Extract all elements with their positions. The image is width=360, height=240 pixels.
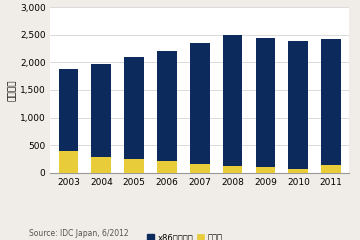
Bar — [124, 57, 144, 159]
Bar — [256, 38, 275, 167]
Bar — [59, 151, 78, 173]
Bar — [124, 159, 144, 173]
Text: Source: IDC Japan, 6/2012: Source: IDC Japan, 6/2012 — [29, 229, 129, 238]
Legend: x86サーバー, その他: x86サーバー, その他 — [144, 230, 226, 240]
Bar — [223, 35, 243, 166]
Bar — [157, 161, 177, 173]
Bar — [91, 64, 111, 156]
Bar — [321, 165, 341, 173]
Bar — [91, 156, 111, 173]
Bar — [223, 166, 243, 173]
Bar — [321, 40, 341, 165]
Bar — [256, 167, 275, 173]
Y-axis label: （千台）: （千台） — [8, 79, 17, 101]
Bar — [288, 41, 308, 169]
Bar — [157, 51, 177, 161]
Bar — [288, 169, 308, 173]
Bar — [190, 42, 210, 164]
Bar — [59, 69, 78, 151]
Bar — [190, 164, 210, 173]
